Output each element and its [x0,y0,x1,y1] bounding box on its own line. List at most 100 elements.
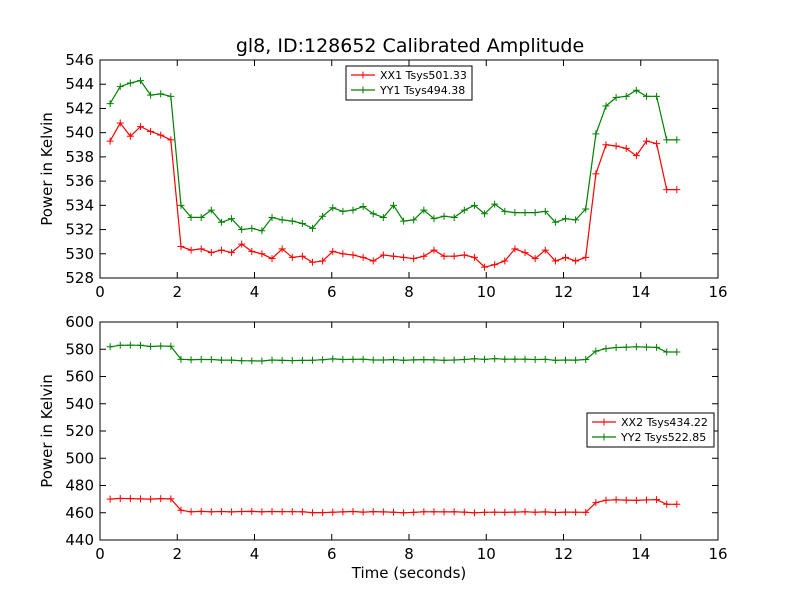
data-point [126,495,134,503]
x-tick-label: 14 [631,545,650,563]
data-point [268,356,276,364]
data-point [562,215,570,223]
data-point [410,356,418,364]
data-point [653,343,661,351]
data-point [258,508,266,516]
data-point [187,508,195,516]
x-tick-label: 8 [404,283,414,301]
data-point [238,226,246,234]
data-point [663,500,671,508]
data-point [177,243,185,251]
data-point [389,201,397,209]
data-point [582,205,590,213]
data-point [319,509,327,517]
chart-title: gl8, ID:128652 Calibrated Amplitude [236,35,584,57]
data-point [136,495,144,503]
data-point [288,508,296,516]
x-tick-label: 6 [327,545,337,563]
data-point [663,186,671,194]
data-point [551,356,559,364]
data-point [389,252,397,260]
data-point [248,507,256,515]
data-point [440,212,448,220]
data-point [369,508,377,516]
data-point [207,206,215,214]
data-point [319,257,327,265]
data-point [167,92,175,100]
data-point [106,137,114,145]
data-point [116,341,124,349]
data-point [460,355,468,363]
data-point [157,342,165,350]
data-point [410,508,418,516]
data-point [541,508,549,516]
y-tick-label: 532 [65,221,94,239]
data-point [177,506,185,514]
legend-marker [600,418,608,426]
data-point [400,509,408,517]
y-tick-label: 560 [65,368,94,386]
y-axis-label: Power in Kelvin [38,374,56,488]
data-point [136,123,144,131]
data-point [157,131,165,139]
data-point [400,217,408,225]
data-point [248,224,256,232]
data-point [309,224,317,232]
data-point [430,215,438,223]
data-point [481,355,489,363]
data-point [440,252,448,260]
data-point [602,345,610,353]
legend: XX1 Tsys501.33 YY1 Tsys494.38 [345,65,473,101]
data-point [541,246,549,254]
data-point [491,508,499,516]
data-point [288,357,296,365]
data-point [217,356,225,364]
data-point [278,245,286,253]
data-point [450,252,458,260]
data-point [572,508,580,516]
data-point [481,508,489,516]
data-point [389,356,397,364]
data-point [531,355,539,363]
x-tick-label: 0 [95,283,105,301]
data-point [147,127,155,135]
data-point [258,250,266,258]
y-tick-label: 460 [65,504,94,522]
data-point [187,246,195,254]
data-point [126,132,134,140]
data-point [612,142,620,150]
legend-box [586,412,715,448]
data-point [450,213,458,221]
data-point [653,496,661,504]
data-point [582,253,590,261]
data-point [541,207,549,215]
y-tick-label: 546 [65,51,94,69]
data-point [400,253,408,261]
data-point [531,255,539,263]
data-point [653,140,661,148]
legend-entry: XX2 Tsys434.22 [621,416,708,429]
data-point [106,495,114,503]
data-point [126,341,134,349]
data-point [511,508,519,516]
data-point [339,508,347,516]
data-point [349,251,357,259]
data-point [268,213,276,221]
data-point [359,253,367,261]
data-point [551,218,559,226]
legend-entry: YY2 Tsys522.85 [620,431,706,444]
data-point [288,217,296,225]
data-point [572,356,580,364]
data-point [430,508,438,516]
data-point [329,247,337,255]
data-point [562,508,570,516]
data-point [207,355,215,363]
y-tick-label: 600 [65,313,94,331]
data-point [238,240,246,248]
legend-marker [359,71,367,79]
data-point [349,206,357,214]
legend-box [345,65,473,101]
data-point [339,355,347,363]
data-point [491,355,499,363]
data-point [379,251,387,259]
